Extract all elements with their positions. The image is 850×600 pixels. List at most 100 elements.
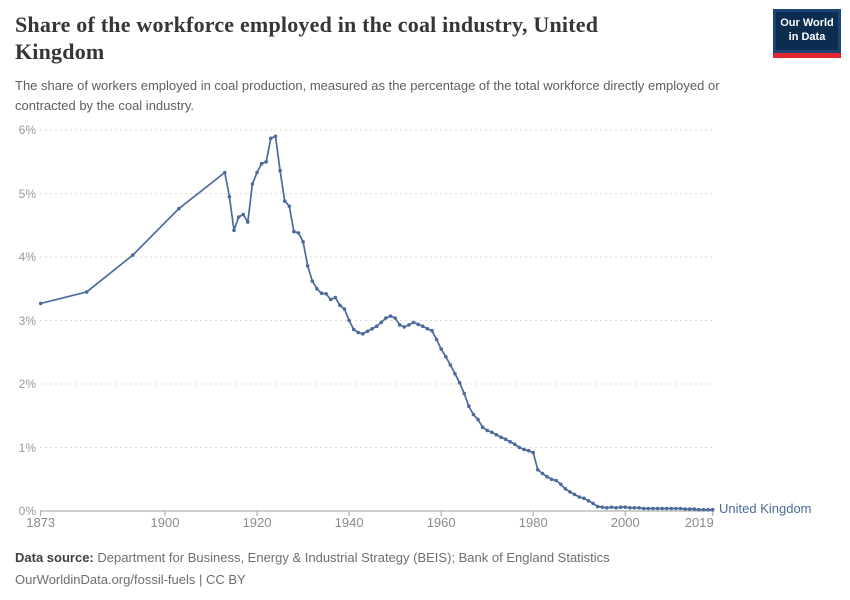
data-point	[457, 380, 462, 385]
data-point	[282, 199, 287, 203]
data-point	[692, 507, 697, 511]
data-point	[490, 430, 494, 435]
data-point	[572, 492, 577, 497]
data-point	[292, 229, 296, 234]
page-title: Share of the workforce employed in the c…	[15, 12, 765, 66]
data-point	[563, 487, 568, 491]
data-point	[296, 231, 301, 235]
data-point	[577, 495, 582, 499]
data-point	[250, 182, 255, 186]
owid-logo-text: Our World in Data	[773, 9, 841, 53]
data-point	[687, 507, 692, 511]
data-point	[568, 490, 572, 494]
data-point	[618, 505, 623, 510]
data-point	[651, 506, 655, 511]
data-point	[411, 320, 416, 325]
data-point	[462, 391, 467, 396]
data-point	[476, 417, 480, 422]
data-point	[425, 327, 430, 331]
data-point	[448, 363, 453, 367]
data-point	[393, 316, 397, 320]
subtitle-line-1: The share of workers employed in coal pr…	[15, 77, 720, 93]
data-source-text: Department for Business, Energy & Indust…	[97, 550, 610, 565]
data-source-line: Data source: Department for Business, En…	[15, 547, 835, 569]
data-point	[416, 322, 420, 327]
data-point	[609, 505, 614, 510]
chart-footer: Data source: Department for Business, En…	[15, 547, 835, 591]
data-point	[646, 506, 651, 511]
data-point	[365, 329, 370, 334]
data-point	[287, 204, 292, 208]
data-point	[453, 372, 457, 376]
data-point	[623, 505, 628, 510]
subtitle-line-2: contracted by the coal industry.	[15, 98, 194, 114]
owid-logo-red-bar	[773, 52, 841, 58]
data-point	[324, 292, 328, 296]
data-point	[545, 474, 549, 479]
data-point	[526, 448, 531, 453]
data-point	[600, 505, 605, 510]
data-point	[310, 279, 315, 283]
data-point	[278, 168, 282, 173]
data-point	[255, 170, 259, 175]
data-point	[522, 447, 526, 452]
data-point	[540, 471, 545, 476]
data-line	[39, 135, 714, 511]
owid-logo-line-2: in Data	[788, 30, 826, 43]
title-line-1: Share of the workforce employed in the c…	[15, 12, 599, 37]
data-point	[503, 437, 508, 442]
chart-header: Share of the workforce employed in the c…	[15, 12, 765, 117]
data-point	[397, 323, 402, 327]
data-point	[259, 161, 264, 166]
data-point	[549, 477, 554, 482]
data-point	[420, 324, 425, 329]
data-point	[177, 206, 181, 211]
data-point	[439, 347, 444, 351]
data-point	[591, 501, 595, 506]
data-point	[342, 307, 347, 311]
data-point	[315, 287, 319, 291]
data-point	[628, 506, 632, 510]
data-point	[236, 215, 241, 219]
data-point	[554, 478, 558, 483]
data-point	[710, 507, 715, 512]
data-point	[319, 291, 324, 296]
data-point	[508, 440, 512, 444]
series-entity-label: United Kingdom	[719, 501, 812, 516]
data-point	[232, 228, 236, 233]
data-point	[370, 327, 374, 331]
data-point	[430, 328, 434, 333]
data-point	[264, 160, 269, 164]
data-point	[407, 323, 411, 327]
data-point	[328, 297, 333, 302]
data-point	[241, 212, 245, 217]
data-point	[517, 445, 522, 450]
data-point	[582, 496, 586, 501]
data-point	[499, 435, 503, 440]
owid-logo[interactable]: Our World in Data	[773, 9, 841, 58]
data-point	[706, 507, 710, 512]
data-point	[84, 290, 89, 294]
data-point	[305, 264, 310, 268]
data-point	[641, 506, 646, 511]
data-point	[131, 253, 135, 257]
data-point	[678, 506, 683, 511]
data-point	[669, 506, 674, 511]
license-line: OurWorldinData.org/fossil-fuels | CC BY	[15, 572, 246, 587]
data-source-label: Data source:	[15, 550, 94, 565]
data-point	[388, 314, 393, 318]
data-point	[379, 320, 384, 325]
data-point	[227, 194, 232, 199]
chart-subtitle: The share of workers employed in coal pr…	[15, 76, 765, 118]
data-point	[701, 507, 706, 512]
data-point	[559, 482, 563, 487]
data-point	[605, 506, 609, 510]
data-point	[536, 467, 540, 472]
data-point	[356, 330, 361, 335]
data-point	[480, 425, 485, 430]
data-point	[697, 507, 701, 512]
data-point	[384, 316, 388, 320]
owid-logo-line-1: Our World	[780, 17, 834, 29]
data-point	[223, 170, 227, 175]
